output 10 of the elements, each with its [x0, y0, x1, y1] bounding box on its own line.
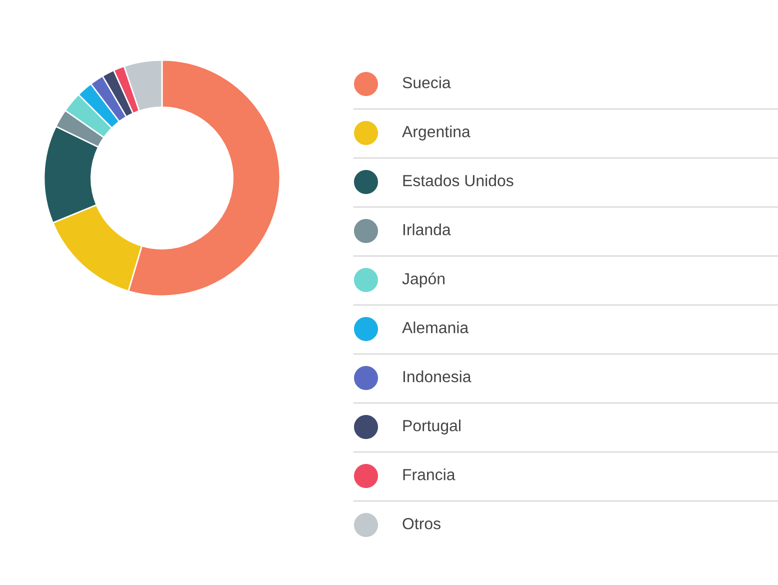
- legend-label: Francia: [403, 468, 456, 480]
- legend-label: Indonesia: [403, 370, 472, 382]
- legend-label: Argentina: [402, 126, 470, 140]
- legend-label: Otros: [402, 518, 440, 530]
- legend-label: Portugal: [403, 420, 460, 434]
- legend-label: Alemania: [402, 322, 469, 334]
- legend-label: Irlanda: [403, 224, 451, 236]
- legend-label: Japón: [402, 272, 444, 288]
- legend-label: Estados Unidos: [403, 174, 514, 186]
- legend-label: Suecia: [402, 76, 451, 88]
